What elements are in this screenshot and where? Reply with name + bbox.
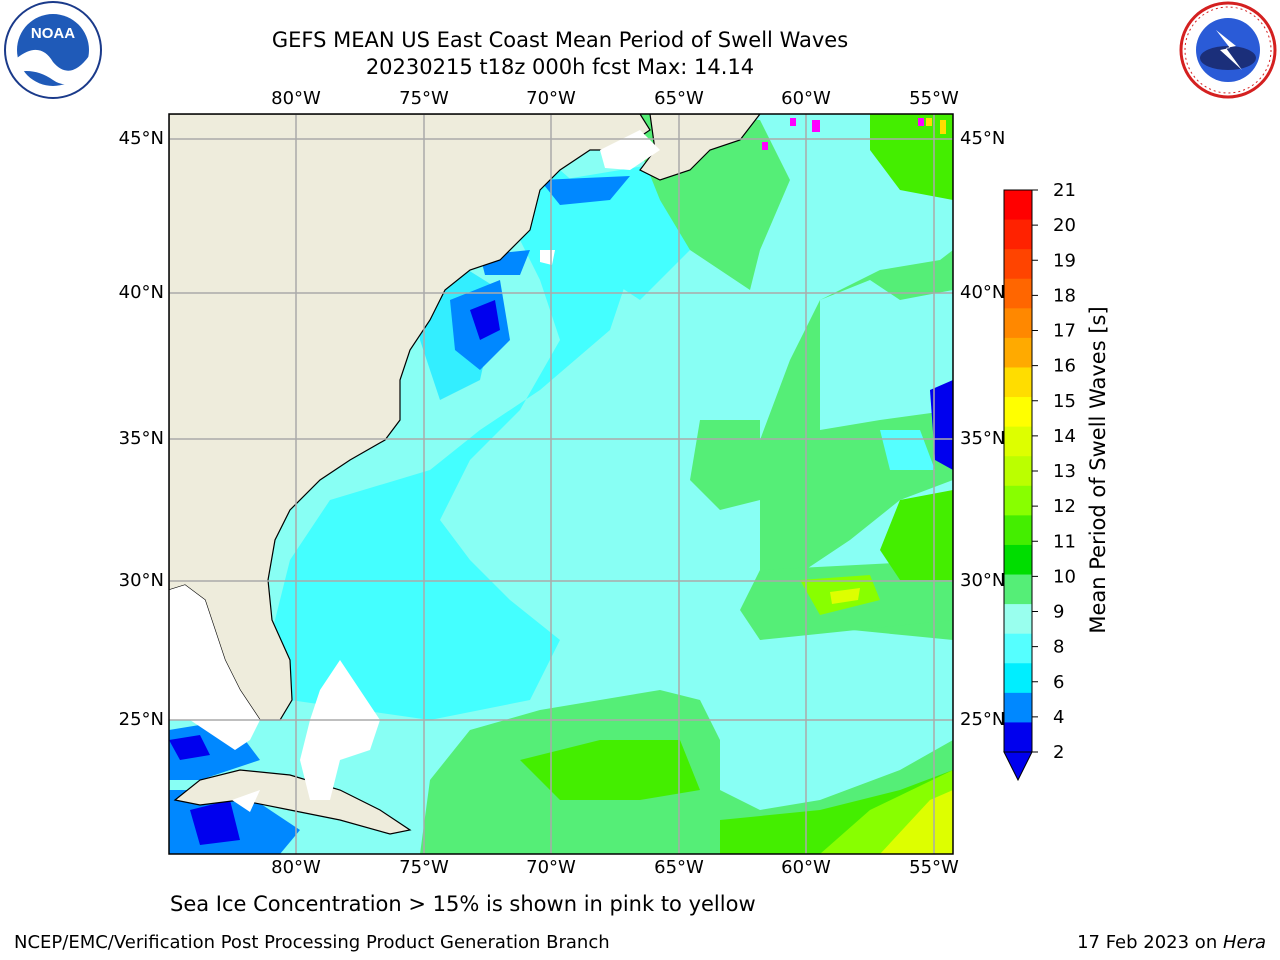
y-tick-label-left: 45°N: [118, 128, 164, 149]
chart-subtitle: 20230215 t18z 000h fcst Max: 14.14: [365, 55, 755, 79]
colorbar-tick-label: 12: [1053, 496, 1076, 517]
y-tick-label-left: 35°N: [118, 428, 164, 449]
y-tick-label-right: 40°N: [960, 282, 1006, 303]
colorbar-segment: [1004, 367, 1032, 398]
national-weather-service-logo: [1179, 1, 1277, 99]
y-tick-label-left: 25°N: [118, 709, 164, 730]
colorbar-tick-label: 14: [1053, 426, 1076, 447]
x-tick-label-top: 75°W: [399, 88, 449, 109]
colorbar-tick-label: 13: [1053, 461, 1076, 482]
footer-date-text: 17 Feb 2023 on: [1077, 932, 1223, 953]
colorbar-tick-label: 15: [1053, 391, 1076, 412]
footer-credit: NCEP/EMC/Verification Post Processing Pr…: [14, 932, 610, 953]
map-frame: [168, 113, 954, 855]
colorbar-segment: [1004, 485, 1032, 516]
y-tick-label-right: 45°N: [960, 128, 1006, 149]
colorbar-tick-label: 17: [1053, 321, 1076, 342]
colorbar-segment: [1004, 633, 1032, 664]
x-tick-label-top: 55°W: [909, 88, 959, 109]
x-tick-label-bottom: 75°W: [399, 857, 449, 878]
x-tick-label-bottom: 60°W: [781, 857, 831, 878]
colorbar-label: Mean Period of Swell Waves [s]: [1086, 306, 1110, 634]
map-gridlines: [169, 114, 953, 854]
x-tick-label-top: 65°W: [654, 88, 704, 109]
noaa-logo: NOAA: [4, 1, 102, 99]
colorbar-tick-label: 16: [1053, 356, 1076, 377]
colorbar-tick-label: 19: [1053, 250, 1076, 271]
y-tick-label-right: 35°N: [960, 428, 1006, 449]
map-field: [169, 114, 953, 854]
x-tick-label-bottom: 80°W: [271, 857, 321, 878]
x-tick-label-bottom: 70°W: [526, 857, 576, 878]
colorbar-segment: [1004, 397, 1032, 428]
x-tick-label-bottom: 65°W: [654, 857, 704, 878]
x-tick-label-top: 70°W: [526, 88, 576, 109]
colorbar-segment: [1004, 574, 1032, 605]
colorbar-segment: [1004, 249, 1032, 280]
colorbar-segment: [1004, 722, 1032, 753]
y-tick-label-left: 40°N: [118, 282, 164, 303]
sea-ice-note: Sea Ice Concentration > 15% is shown in …: [170, 892, 756, 916]
colorbar-segment: [1004, 308, 1032, 339]
x-tick-label-top: 60°W: [781, 88, 831, 109]
colorbar-tick-label: 2: [1053, 742, 1064, 763]
colorbar-segment: [1004, 692, 1032, 723]
colorbar-tick-label: 10: [1053, 566, 1076, 587]
colorbar-segment: [1004, 515, 1032, 546]
footer-host: Hera: [1222, 932, 1266, 953]
cyan-shelf-region: [270, 170, 640, 720]
colorbar-tick-label: 4: [1053, 707, 1064, 728]
y-tick-label-left: 30°N: [118, 570, 164, 591]
colorbar-segment: [1004, 190, 1032, 221]
y-tick-label-right: 25°N: [960, 709, 1006, 730]
colorbar-tick-label: 9: [1053, 602, 1064, 623]
y-tick-label-right: 30°N: [960, 570, 1006, 591]
colorbar-tick-label: 20: [1053, 215, 1076, 236]
colorbar-segment: [1004, 663, 1032, 694]
chart-title: GEFS MEAN US East Coast Mean Period of S…: [271, 28, 849, 52]
colorbar-segment: [1004, 544, 1032, 576]
colorbar-tick-label: 11: [1053, 531, 1076, 552]
colorbar-tick-label: 6: [1053, 672, 1064, 693]
x-tick-label-bottom: 55°W: [909, 857, 959, 878]
colorbar-segment: [1004, 456, 1032, 487]
colorbar-segment: [1004, 604, 1032, 635]
colorbar-segment: [1004, 219, 1032, 250]
colorbar-segment: [1004, 278, 1032, 309]
colorbar-tick-label: 8: [1053, 637, 1064, 658]
colorbar: 21 20 19 18 17 16 15 14 13 12 11 10 9 8 6 4 2: [1003, 180, 1076, 782]
x-tick-label-top: 80°W: [271, 88, 321, 109]
green-east-region: [640, 114, 953, 640]
colorbar-segment: [1004, 337, 1032, 368]
colorbar-extend-min: [1003, 751, 1033, 782]
noaa-logo-text: NOAA: [31, 25, 75, 42]
footer-date: 17 Feb 2023 on Hera: [1077, 933, 1266, 953]
colorbar-tick-label: 21: [1053, 180, 1076, 201]
colorbar-segment: [1004, 426, 1032, 457]
colorbar-tick-label: 18: [1053, 285, 1076, 306]
